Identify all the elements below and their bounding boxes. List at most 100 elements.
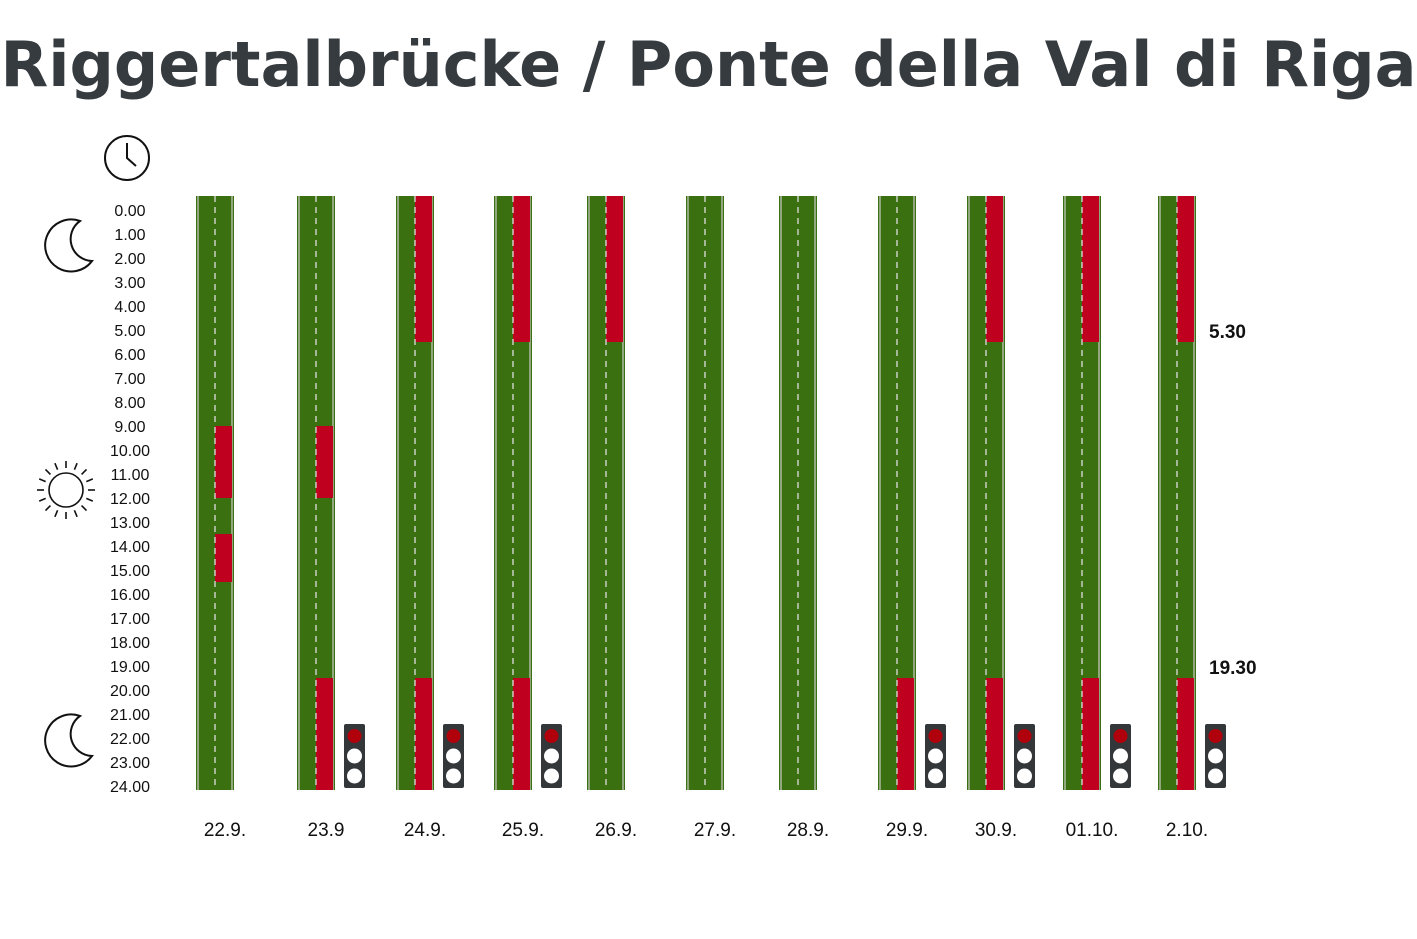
hour-label: 13.00 [110, 515, 150, 532]
day-column: 26.9. [587, 196, 637, 841]
sun-ray [80, 468, 88, 476]
day-column: 24.9. [396, 196, 464, 841]
light-off [928, 748, 943, 764]
red-light [446, 729, 461, 743]
hour-label: 3.00 [114, 275, 145, 292]
closure-bar [513, 678, 530, 790]
day-column: 27.9. [686, 196, 736, 841]
closure-bar [1177, 196, 1194, 342]
traffic-light-icon [443, 724, 464, 788]
day-column: 23.9 [297, 196, 365, 841]
red-light [544, 729, 559, 743]
red-light [1017, 729, 1032, 743]
traffic-light-icon [344, 724, 365, 788]
closure-bar [415, 678, 432, 790]
day-label: 23.9 [308, 820, 345, 841]
closure-bar [316, 678, 333, 790]
day-column: 22.9. [196, 196, 246, 841]
closure-bar [897, 678, 914, 790]
closure-bar [986, 196, 1003, 342]
day-label: 24.9. [404, 820, 446, 841]
hour-label: 16.00 [110, 587, 150, 604]
light-off [928, 768, 943, 784]
light-off [446, 748, 461, 764]
closure-bar [215, 534, 232, 582]
light-off [544, 748, 559, 764]
red-light [347, 729, 362, 743]
sun-ray [86, 478, 94, 483]
hour-label: 0.00 [114, 203, 145, 220]
closure-bar [606, 196, 623, 342]
day-label: 28.9. [787, 820, 829, 841]
day-column: 25.9. [494, 196, 562, 841]
day-column: 29.9. [878, 196, 946, 841]
sun-ray [80, 504, 88, 512]
traffic-light-icon [1014, 724, 1035, 788]
hour-label: 22.00 [110, 731, 150, 748]
light-off [1113, 748, 1128, 764]
hour-label: 5.00 [114, 323, 145, 340]
hour-label: 14.00 [110, 539, 150, 556]
hour-label: 19.00 [110, 659, 150, 676]
light-off [1208, 768, 1223, 784]
day-column: 30.9. [967, 196, 1035, 841]
time-annotation: 5.30 [1209, 322, 1246, 343]
day-column: 28.9. [779, 196, 829, 841]
closure-bar [986, 678, 1003, 790]
hour-label: 11.00 [111, 467, 150, 484]
day-column: 01.10. [1063, 196, 1131, 841]
closure-bar [316, 426, 333, 498]
closure-bar [513, 196, 530, 342]
sun-ray [73, 510, 78, 518]
day-label: 22.9. [204, 820, 246, 841]
sun-ray [44, 468, 52, 476]
hour-label: 6.00 [114, 347, 145, 364]
closure-bar [415, 196, 432, 342]
sun-disc [48, 472, 84, 508]
traffic-light-icon [925, 724, 946, 788]
hour-label: 12.00 [110, 491, 150, 508]
closure-bar [1082, 678, 1099, 790]
hour-label: 4.00 [114, 299, 145, 316]
hour-label: 10.00 [110, 443, 150, 460]
page-title: Riggertalbrücke / Ponte della Val di Rig… [0, 28, 1417, 101]
light-off [1017, 768, 1032, 784]
hour-label: 21.00 [110, 707, 150, 724]
hour-label: 2.00 [114, 251, 145, 268]
moon-icon [44, 713, 94, 768]
red-light [1113, 729, 1128, 743]
light-off [1017, 748, 1032, 764]
hour-label: 9.00 [114, 419, 145, 436]
sun-ray [54, 510, 59, 518]
sun-ray [44, 504, 52, 512]
clock-hands [126, 143, 137, 167]
hour-label: 7.00 [114, 371, 145, 388]
hour-label: 15.00 [110, 563, 150, 580]
light-off [1208, 748, 1223, 764]
light-off [446, 768, 461, 784]
day-label: 01.10. [1066, 820, 1119, 841]
day-label: 2.10. [1166, 820, 1208, 841]
sun-ray [73, 462, 78, 470]
day-label: 25.9. [502, 820, 544, 841]
sun-ray [38, 497, 46, 502]
light-off [347, 748, 362, 764]
hour-label: 20.00 [110, 683, 150, 700]
closure-bar [1177, 678, 1194, 790]
hour-label: 24.00 [110, 779, 150, 796]
traffic-light-icon [1110, 724, 1131, 788]
traffic-light-icon [1205, 724, 1226, 788]
sun-ray [38, 478, 46, 483]
day-label: 27.9. [694, 820, 736, 841]
clock-icon [104, 135, 150, 181]
hour-label: 1.00 [114, 227, 145, 244]
moon-icon [44, 218, 94, 273]
red-light [1208, 729, 1223, 743]
hour-label: 8.00 [114, 395, 145, 412]
hour-label: 18.00 [110, 635, 150, 652]
hour-label: 17.00 [110, 611, 150, 628]
closure-bar [215, 426, 232, 498]
sun-ray [54, 462, 59, 470]
